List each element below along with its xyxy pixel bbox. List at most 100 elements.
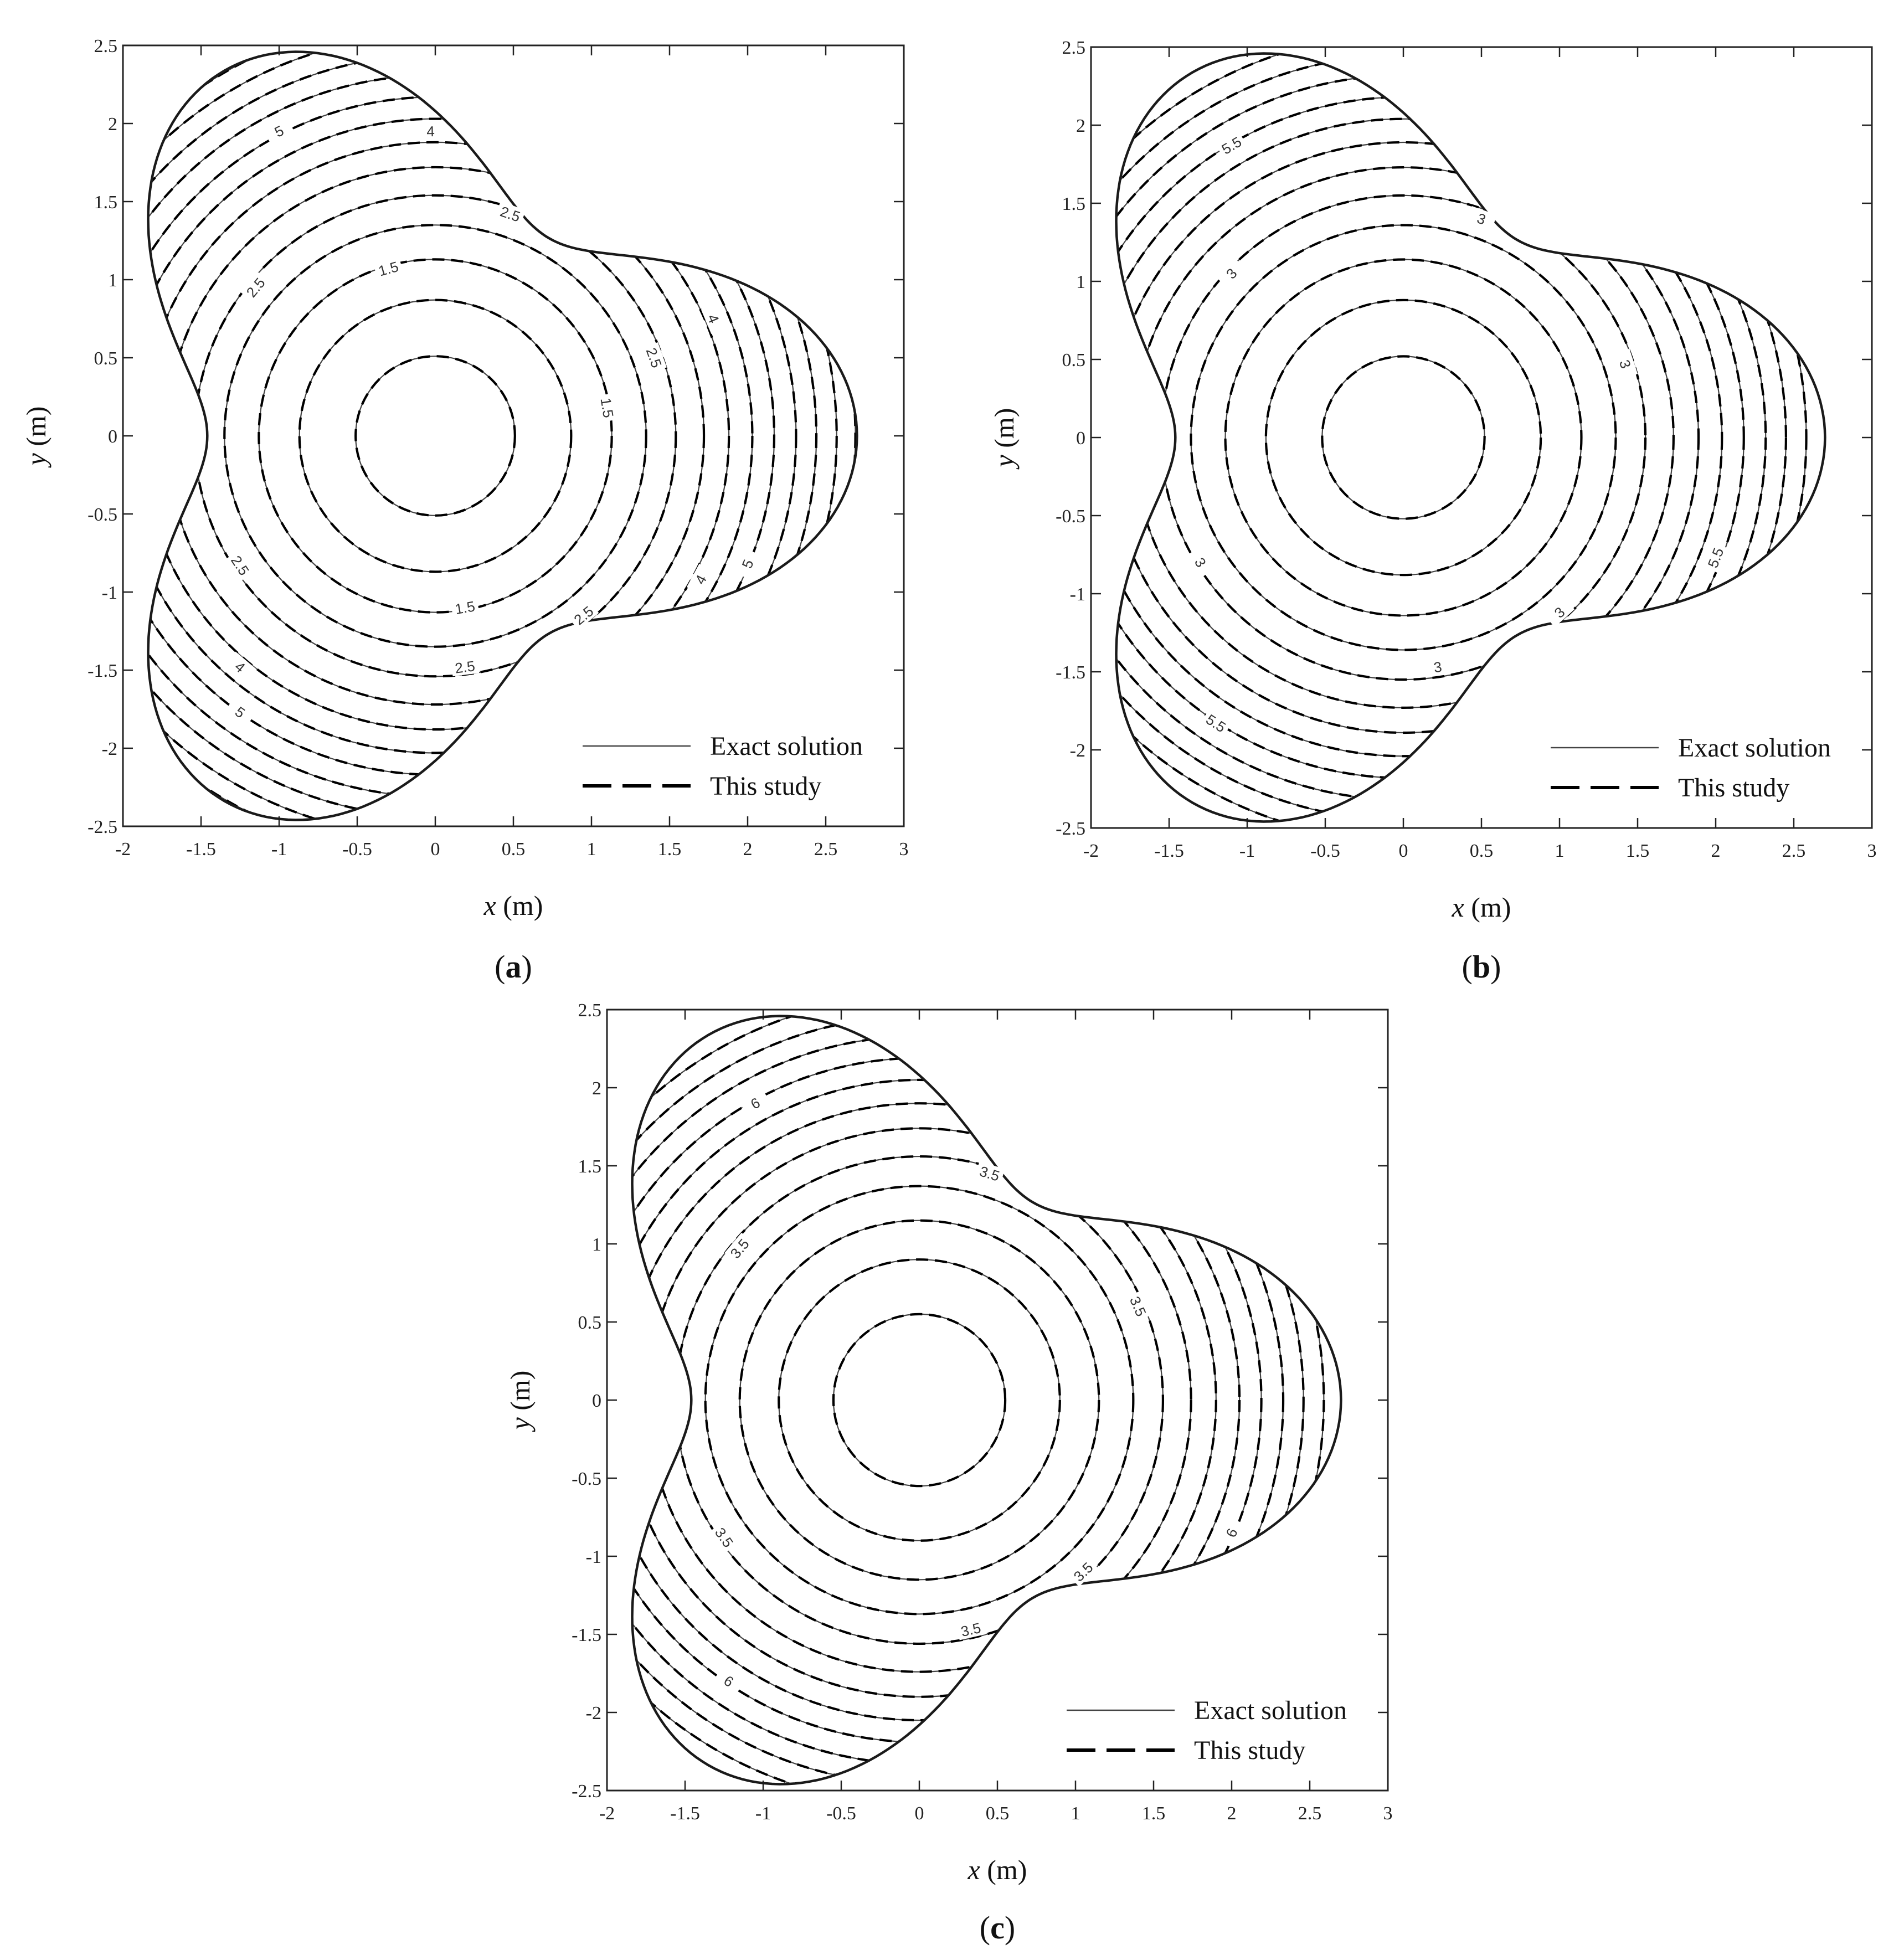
y-tick-label: 1 (1076, 272, 1085, 292)
contour-label-bg (1125, 1290, 1151, 1322)
contour-line-exact (739, 1220, 1100, 1581)
contour-label-bg (1613, 348, 1638, 379)
y-tick-label: 1.5 (578, 1156, 602, 1177)
x-tick-label: 3 (899, 839, 909, 860)
x-tick-label: 0 (915, 1803, 924, 1824)
y-tick-label: 0.5 (1062, 350, 1086, 371)
contour-label-bg (642, 342, 667, 373)
contour-label-bg (597, 393, 618, 423)
contour-line-exact (1133, 167, 1674, 708)
x-tick-label: -0.5 (826, 1803, 856, 1824)
x-tick-label: 2 (1711, 841, 1721, 861)
contour-line-exact (1116, 53, 1807, 822)
contour-line-exact (632, 1057, 1262, 1743)
contour-line-exact (166, 166, 705, 706)
contour-line-exact (194, 194, 677, 677)
x-tick-label: -2 (599, 1803, 615, 1824)
x-tick-label: 2.5 (1298, 1803, 1322, 1824)
contour-label-bg (1218, 1517, 1244, 1549)
x-tick-label: 0.5 (1470, 841, 1494, 861)
x-tick-label: 3 (1383, 1803, 1393, 1824)
contour-label-bg (1067, 1556, 1099, 1587)
y-tick-label: 2 (1076, 116, 1085, 136)
x-tick-label: -1.5 (186, 839, 216, 860)
contour-label: 2.5 (454, 657, 476, 676)
x-tick-label: 1.5 (658, 839, 682, 860)
x-tick-label: 1 (587, 839, 596, 860)
contour-line-exact (632, 1035, 1284, 1765)
x-axis-title: x (m) (483, 890, 543, 921)
contour-line-study (1190, 224, 1617, 651)
contour-line-study (223, 224, 647, 648)
y-tick-label: 2.5 (1062, 38, 1086, 58)
panel-label: (b) (1462, 949, 1501, 985)
contour-line-study (1116, 74, 1767, 801)
domain-boundary (1115, 52, 1826, 823)
contour-line-exact (148, 141, 730, 731)
contour-line-exact (148, 52, 857, 820)
contour-label-bg (225, 651, 256, 682)
contour-line-study (1116, 53, 1808, 822)
contour-line-study (354, 355, 516, 517)
contour-line-study (832, 1313, 1007, 1488)
x-tick-label: 0.5 (502, 839, 526, 860)
contour-label-bg (956, 1618, 986, 1640)
contour-label: 1.5 (454, 598, 476, 618)
contour-line-exact (1116, 141, 1700, 734)
contour-line-exact (632, 1016, 1341, 1784)
contour-label-bg (1423, 656, 1452, 677)
contour-line-study (632, 1078, 1241, 1722)
contour-line-study (148, 52, 838, 820)
x-tick-label: 2.5 (1782, 841, 1806, 861)
domain-boundary (631, 1015, 1342, 1786)
y-tick-label: 2 (592, 1078, 601, 1099)
contour-label-bg (450, 596, 480, 618)
legend-label-exact: Exact solution (1678, 733, 1831, 763)
x-tick-label: 2 (1227, 1803, 1237, 1824)
legend-label-study: This study (1194, 1736, 1305, 1765)
y-tick-label: -0.5 (88, 505, 117, 525)
y-tick-label: 2.5 (578, 1000, 602, 1021)
domain-boundary (147, 50, 858, 821)
contour-label-bg (1466, 206, 1497, 231)
contour-line-study (632, 1102, 1217, 1698)
contour-label-bg (1543, 596, 1575, 627)
contour-label-bg (263, 117, 295, 145)
contour-label-bg (224, 697, 256, 727)
contour-line-study (1116, 117, 1723, 758)
x-tick-label: 1.5 (1626, 841, 1650, 861)
y-tick-label: -0.5 (1056, 506, 1085, 527)
contour-line-exact (148, 118, 753, 754)
contour-label-bg (686, 563, 714, 595)
x-tick-label: 1 (1071, 1803, 1080, 1824)
x-tick-label: -2 (115, 839, 131, 860)
contour-line-study (1264, 299, 1542, 577)
contour-label-bg (1216, 131, 1247, 159)
contour-line-study (632, 1016, 1325, 1784)
y-tick-label: 0 (1076, 428, 1085, 449)
x-tick-label: 0 (431, 839, 440, 860)
y-tick-label: -2.5 (1056, 819, 1085, 839)
y-tick-label: -2 (1070, 740, 1085, 761)
contour-line-study (1116, 96, 1745, 779)
x-tick-label: 2.5 (814, 839, 838, 860)
contour-line-exact (148, 96, 775, 776)
contour-line-study (148, 52, 857, 820)
contour-label: 4 (426, 123, 435, 140)
contour-line-study (298, 299, 573, 573)
contour-line-exact (778, 1259, 1061, 1541)
y-tick-label: 0.5 (578, 1313, 602, 1333)
x-axis-title: x (m) (968, 1854, 1027, 1885)
contour-line-study (148, 52, 857, 820)
contour-line-study (148, 141, 730, 731)
contour-line-study (704, 1185, 1135, 1616)
y-tick-label: 1.5 (94, 192, 118, 213)
contour-line-exact (1116, 118, 1723, 757)
contour-label: 3 (1433, 659, 1443, 676)
contour-line-study (193, 194, 677, 678)
contour-label-bg (974, 1161, 1005, 1185)
contour-label-bg (1216, 258, 1247, 289)
x-axis-title: x (m) (1452, 892, 1511, 923)
x-tick-label: -0.5 (342, 839, 372, 860)
panel-c: -2 -1.5 -1 -0.5 0 0.5 1 1.5 2 2.5 3-2.5-2-1.5-1-0.… (505, 1000, 1393, 1946)
